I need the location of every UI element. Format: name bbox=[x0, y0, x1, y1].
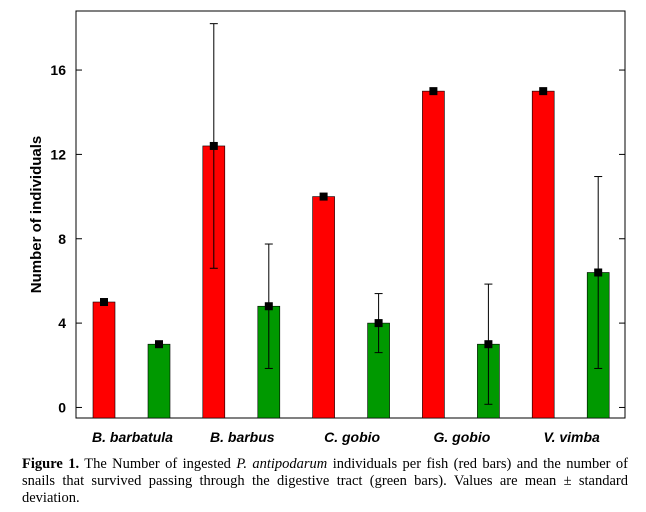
bar-chart: 0 4 8 12 16 Number of individuals B. barbatula… bbox=[28, 10, 626, 445]
mean-marker bbox=[319, 192, 328, 201]
mean-marker bbox=[155, 340, 163, 349]
y-tick-label: 16 bbox=[50, 62, 66, 78]
figure-caption: Figure 1. The Number of ingested P. anti… bbox=[22, 456, 628, 507]
category-label: C. gobio bbox=[324, 429, 380, 445]
bar bbox=[312, 196, 335, 419]
y-axis-title: Number of individuals bbox=[28, 136, 45, 294]
mean-marker bbox=[484, 340, 493, 349]
caption-text-1: The Number of ingested bbox=[79, 456, 237, 472]
y-tick-label: 12 bbox=[50, 146, 66, 162]
mean-marker bbox=[429, 87, 438, 96]
mean-marker bbox=[100, 298, 108, 307]
y-tick-label: 8 bbox=[58, 231, 66, 247]
y-tick-label: 0 bbox=[58, 399, 66, 415]
bar bbox=[147, 343, 171, 419]
category-label: G. gobio bbox=[434, 429, 491, 445]
caption-label: Figure 1. bbox=[22, 456, 80, 472]
caption-species: P. antipodarum bbox=[236, 456, 328, 472]
bar bbox=[422, 90, 445, 419]
mean-marker bbox=[209, 141, 218, 150]
bar bbox=[531, 90, 555, 419]
mean-marker bbox=[264, 302, 273, 311]
bar bbox=[92, 301, 116, 419]
mean-marker bbox=[539, 87, 548, 96]
plot-frame bbox=[75, 10, 626, 419]
mean-marker bbox=[374, 319, 383, 328]
category-label: V. vimba bbox=[544, 429, 601, 445]
category-label: B. barbus bbox=[210, 429, 275, 445]
caption-text-2: individuals per fish (red bars) and the … bbox=[22, 456, 628, 506]
y-tick-label: 4 bbox=[58, 315, 66, 331]
mean-marker bbox=[594, 268, 603, 277]
category-label: B. barbatula bbox=[92, 429, 173, 445]
